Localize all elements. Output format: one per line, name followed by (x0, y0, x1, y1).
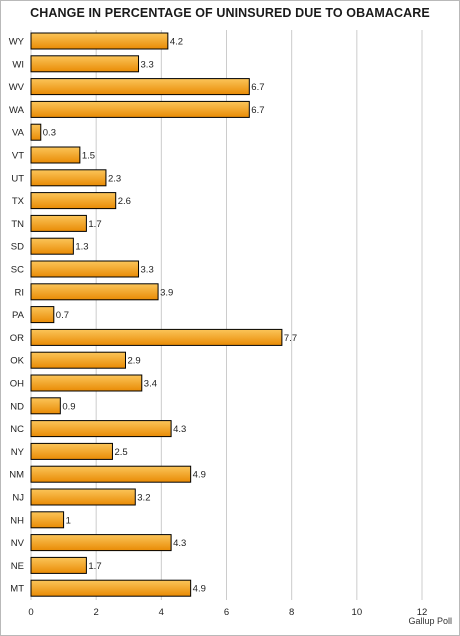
category-label: OK (10, 356, 24, 367)
category-label: PA (12, 310, 25, 321)
value-label: 3.4 (144, 379, 157, 390)
bar-pa (30, 306, 55, 324)
category-label: RI (15, 287, 25, 298)
bar-va (30, 123, 42, 141)
category-label: ND (10, 401, 24, 412)
bar-oh (30, 374, 143, 392)
value-label: 3.3 (141, 265, 154, 276)
bar-nd (30, 397, 61, 415)
value-label: 3.9 (160, 287, 173, 298)
category-label: VT (12, 151, 24, 162)
value-label: 6.7 (251, 105, 264, 116)
bar-or (30, 328, 283, 346)
x-tick-label: 0 (28, 607, 33, 618)
value-label: 7.7 (284, 333, 297, 344)
value-label: 4.3 (173, 424, 186, 435)
value-label: 2.9 (127, 356, 140, 367)
bar-ri (30, 283, 159, 301)
category-label: NV (11, 538, 25, 549)
category-label: NE (11, 561, 24, 572)
value-label: 1.5 (82, 151, 95, 162)
bar-nj (30, 488, 136, 506)
value-label: 6.7 (251, 82, 264, 93)
bar-ok (30, 351, 126, 369)
category-label: OH (10, 379, 24, 390)
bars-layer (30, 32, 283, 597)
bar-wa (30, 100, 250, 118)
value-label: 1.7 (88, 219, 101, 230)
category-label: WV (9, 82, 25, 93)
value-label: 4.9 (193, 470, 206, 481)
category-label: MT (10, 584, 24, 595)
category-label: WY (9, 37, 25, 48)
x-tick-label: 12 (417, 607, 428, 618)
value-label: 0.9 (62, 401, 75, 412)
x-tick-label: 6 (224, 607, 229, 618)
bar-ut (30, 169, 107, 187)
category-label: UT (11, 173, 24, 184)
source-note: Gallup Poll (408, 616, 452, 626)
bar-ny (30, 442, 113, 460)
category-label: NJ (12, 493, 24, 504)
bar-sc (30, 260, 140, 278)
bar-nc (30, 420, 172, 438)
bar-nv (30, 534, 172, 552)
chart-title: CHANGE IN PERCENTAGE OF UNINSURED DUE TO… (30, 6, 430, 20)
value-label: 4.2 (170, 37, 183, 48)
category-label: NM (9, 470, 24, 481)
bar-nh (30, 511, 65, 529)
category-label: TX (12, 196, 25, 207)
category-label: NY (11, 447, 25, 458)
value-label: 0.7 (56, 310, 69, 321)
value-label: 3.2 (137, 493, 150, 504)
bar-wi (30, 55, 140, 73)
category-label: NH (10, 515, 24, 526)
category-label: WA (9, 105, 25, 116)
bar-wy (30, 32, 169, 50)
bar-tn (30, 214, 87, 232)
category-label: TN (11, 219, 24, 230)
labels-layer: WY 4.2 WI 3.3 WV 6.7 WA 6.7 VA 0.3 VT 1.5 UT 2.3 TX 2.6… (9, 37, 297, 595)
bar-mt (30, 579, 192, 597)
x-tick-label: 4 (159, 607, 164, 618)
value-label: 2.6 (118, 196, 131, 207)
value-label: 1 (66, 515, 71, 526)
category-label: SD (11, 242, 24, 253)
x-tick-label: 8 (289, 607, 294, 618)
value-label: 4.9 (193, 584, 206, 595)
value-label: 3.3 (141, 59, 154, 70)
bar-tx (30, 192, 117, 210)
value-label: 0.3 (43, 128, 56, 139)
x-axis: 0 2 4 6 8 10 12 (28, 607, 427, 618)
bar-vt (30, 146, 81, 164)
bar-wv (30, 78, 250, 96)
x-tick-label: 10 (352, 607, 363, 618)
category-label: NC (10, 424, 24, 435)
category-label: WI (12, 59, 24, 70)
category-label: OR (10, 333, 24, 344)
value-label: 4.3 (173, 538, 186, 549)
value-label: 1.3 (75, 242, 88, 253)
bar-ne (30, 556, 87, 574)
x-tick-label: 2 (94, 607, 99, 618)
bar-sd (30, 237, 74, 255)
category-label: SC (11, 265, 24, 276)
category-label: VA (12, 128, 25, 139)
value-label: 1.7 (88, 561, 101, 572)
value-label: 2.5 (114, 447, 127, 458)
value-label: 2.3 (108, 173, 121, 184)
bar-nm (30, 465, 192, 483)
